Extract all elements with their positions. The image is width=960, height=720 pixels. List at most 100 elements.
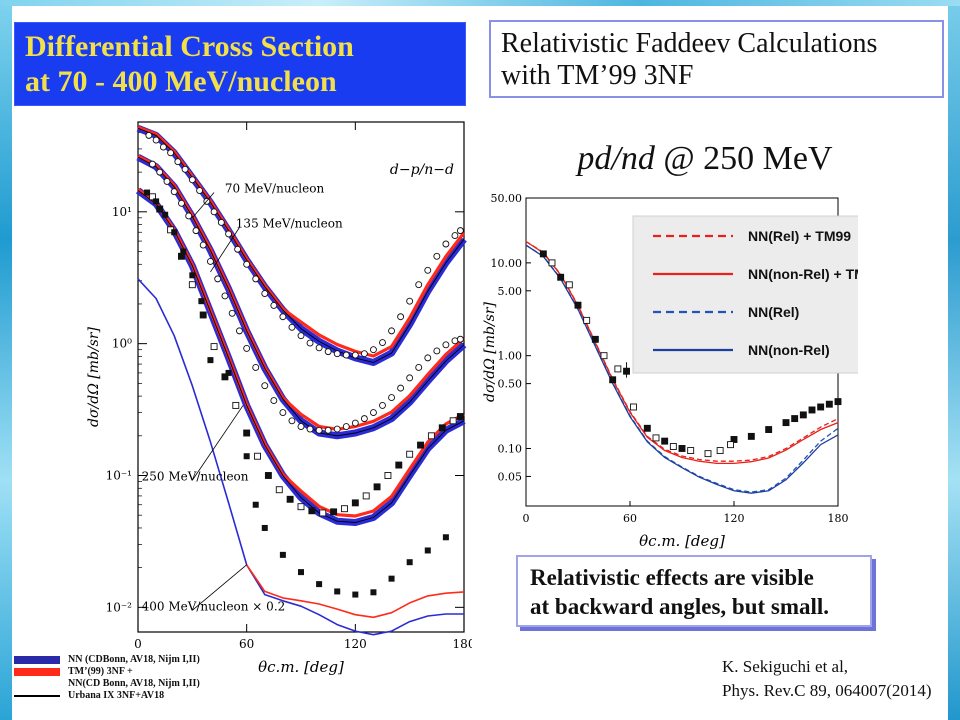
data-point bbox=[716, 447, 724, 454]
data-point bbox=[192, 227, 200, 235]
data-point bbox=[297, 423, 305, 431]
title-line-1: Differential Cross Section bbox=[25, 30, 354, 63]
data-point bbox=[704, 450, 712, 458]
data-point bbox=[442, 240, 450, 248]
data-point bbox=[351, 499, 359, 507]
data-point bbox=[306, 339, 314, 347]
data-point bbox=[279, 409, 287, 417]
y-tick-label: 5.00 bbox=[498, 285, 523, 298]
data-point bbox=[235, 327, 243, 335]
theory-band bbox=[246, 564, 465, 619]
data-point bbox=[449, 417, 457, 425]
data-point bbox=[185, 212, 193, 220]
reaction-label: d−p/n−d bbox=[390, 162, 454, 178]
panel-title-energy: @ 250 MeV bbox=[654, 140, 833, 177]
title-line-2: at 70 - 400 MeV/nucleon bbox=[25, 65, 337, 98]
data-point bbox=[415, 281, 423, 289]
data-point bbox=[207, 357, 214, 364]
data-point bbox=[261, 290, 269, 297]
slide-title: Differential Cross Section at 70 - 400 M… bbox=[14, 22, 466, 106]
data-point bbox=[324, 426, 332, 434]
data-point bbox=[438, 424, 446, 432]
annotation-leader bbox=[192, 405, 244, 481]
data-point bbox=[442, 534, 449, 541]
energy-label: 135 MeV/nucleon bbox=[236, 217, 343, 231]
x-tick-label: 60 bbox=[623, 512, 637, 525]
data-point bbox=[171, 229, 178, 236]
legend-label: NN(non-Rel) + TM99 bbox=[748, 266, 858, 282]
data-point bbox=[210, 208, 218, 216]
right-panel-title: pd/nd @ 250 MeV bbox=[560, 140, 850, 178]
data-point bbox=[406, 297, 414, 305]
y-tick-label: 50.00 bbox=[491, 192, 523, 205]
data-point bbox=[730, 436, 738, 443]
data-point bbox=[360, 415, 368, 423]
data-point bbox=[406, 450, 414, 458]
data-point bbox=[341, 505, 348, 513]
data-point bbox=[315, 344, 323, 352]
data-point bbox=[747, 432, 755, 440]
data-point bbox=[180, 248, 187, 255]
slide-subtitle: Relativistic Faddeev Calculations with T… bbox=[489, 20, 944, 98]
data-point bbox=[254, 452, 261, 460]
x-tick-label: 180 bbox=[453, 637, 472, 651]
data-point bbox=[427, 432, 435, 440]
x-tick-label: 120 bbox=[344, 637, 367, 651]
urbana-line bbox=[137, 156, 465, 437]
data-point bbox=[252, 363, 260, 371]
data-point bbox=[261, 524, 268, 531]
data-point bbox=[306, 425, 314, 433]
data-point bbox=[214, 275, 222, 283]
data-point bbox=[264, 472, 272, 479]
y-tick-label: 10⁰ bbox=[112, 337, 132, 351]
data-point bbox=[199, 241, 207, 249]
energy-label: 400 MeV/nucleon × 0.2 bbox=[142, 599, 286, 613]
data-point bbox=[406, 374, 414, 382]
legend-background bbox=[632, 215, 858, 374]
urbana-line bbox=[137, 190, 465, 523]
data-point bbox=[424, 547, 431, 554]
legend-swatch-tm99 bbox=[14, 668, 60, 676]
subtitle-line-2: with TM’99 3NF bbox=[501, 60, 694, 91]
data-point bbox=[167, 149, 175, 157]
data-point bbox=[397, 384, 405, 392]
note-line-1: Relativistic effects are visible bbox=[530, 565, 814, 590]
data-point bbox=[351, 351, 359, 359]
data-point bbox=[152, 136, 160, 144]
note-line-2: at backward angles, but small. bbox=[530, 594, 830, 619]
data-point bbox=[352, 591, 359, 598]
data-point bbox=[334, 588, 341, 595]
data-point bbox=[319, 509, 327, 517]
data-point bbox=[196, 187, 204, 194]
data-point bbox=[548, 259, 556, 267]
annotation-leader bbox=[210, 227, 240, 273]
data-point bbox=[225, 230, 233, 238]
data-point bbox=[406, 559, 413, 566]
data-point bbox=[388, 327, 396, 335]
data-point bbox=[351, 419, 359, 427]
data-point bbox=[330, 508, 338, 516]
data-point bbox=[232, 401, 240, 409]
chart-legend: NN(Rel) + TM99 NN(non-Rel) + TM99 NN(Rel) N… bbox=[632, 215, 858, 374]
data-point bbox=[243, 260, 251, 268]
x-tick-label: 0 bbox=[134, 637, 142, 651]
legend-swatch-urbana bbox=[14, 695, 60, 697]
data-point bbox=[687, 447, 695, 454]
data-point bbox=[456, 413, 464, 420]
data-point bbox=[217, 219, 225, 226]
data-point bbox=[221, 373, 229, 381]
note-box: Relativistic effects are visible at back… bbox=[516, 555, 872, 627]
tm99-band bbox=[137, 154, 466, 431]
data-point bbox=[308, 507, 316, 515]
data-point bbox=[153, 198, 160, 205]
legend-text-urbana: Urbana IX 3NF+AV18 bbox=[68, 690, 165, 701]
data-point bbox=[565, 281, 573, 289]
data-point bbox=[379, 339, 386, 346]
data-point bbox=[678, 445, 686, 452]
data-point bbox=[817, 403, 825, 411]
data-point bbox=[210, 343, 218, 351]
data-point bbox=[384, 472, 392, 479]
data-point bbox=[270, 397, 278, 405]
data-point bbox=[275, 486, 283, 494]
data-point bbox=[243, 429, 251, 437]
